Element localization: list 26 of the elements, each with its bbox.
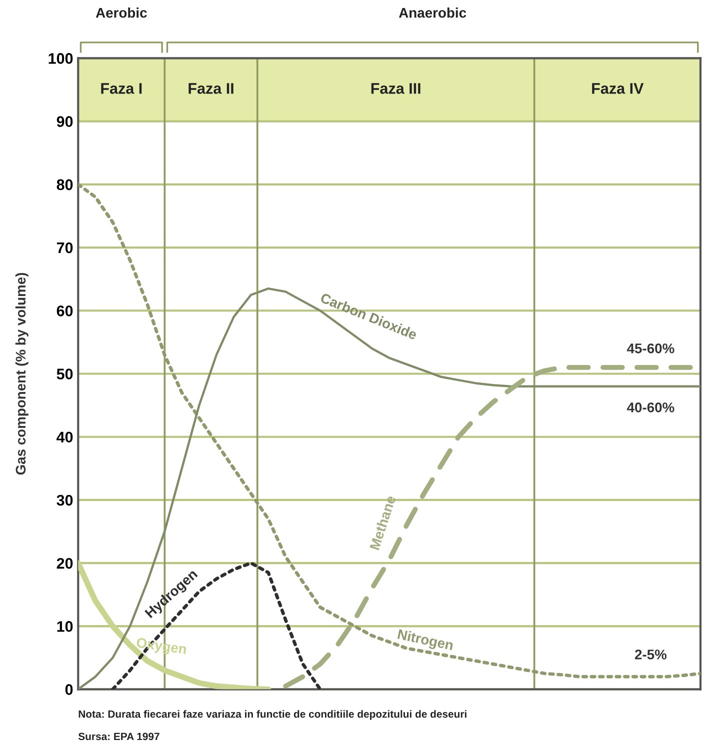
annotation: 2-5%	[634, 650, 667, 660]
text: Nitrogen	[396, 628, 454, 654]
text: Anaerobic	[398, 8, 466, 18]
y-tick-label: 20	[56, 558, 73, 569]
text: Sursa: EPA 1997	[78, 732, 160, 740]
y-tick-label: 40	[56, 432, 73, 443]
y-tick-label: 50	[56, 368, 73, 380]
text: Oxygen	[136, 637, 187, 657]
annotation: 40-60%	[626, 402, 674, 412]
annotation: 45-60%	[626, 343, 674, 354]
y-tick-label: 0	[65, 684, 73, 695]
text: Aerobic	[96, 8, 147, 18]
annotation: Faza II	[188, 83, 234, 94]
text: Nota: Durata fiecarei faze variaza in functie de conditiile depozitului de deseuri	[78, 710, 466, 720]
y-tick-label: 60	[56, 306, 73, 316]
y-tick-label: 10	[57, 621, 73, 632]
line-series	[111, 561, 322, 690]
y-tick-label: 90	[56, 116, 73, 127]
annotation: Faza III	[371, 83, 420, 94]
y-tick-label: 100	[48, 53, 73, 64]
y-tick-label: 80	[56, 179, 73, 190]
annotation: Faza IV	[592, 83, 644, 94]
annotation: Faza I	[101, 83, 142, 94]
y-tick-label: 70	[56, 242, 73, 254]
y-axis-title: Gas component (% by volume)	[15, 272, 28, 475]
y-tick-label: 30	[56, 494, 73, 506]
